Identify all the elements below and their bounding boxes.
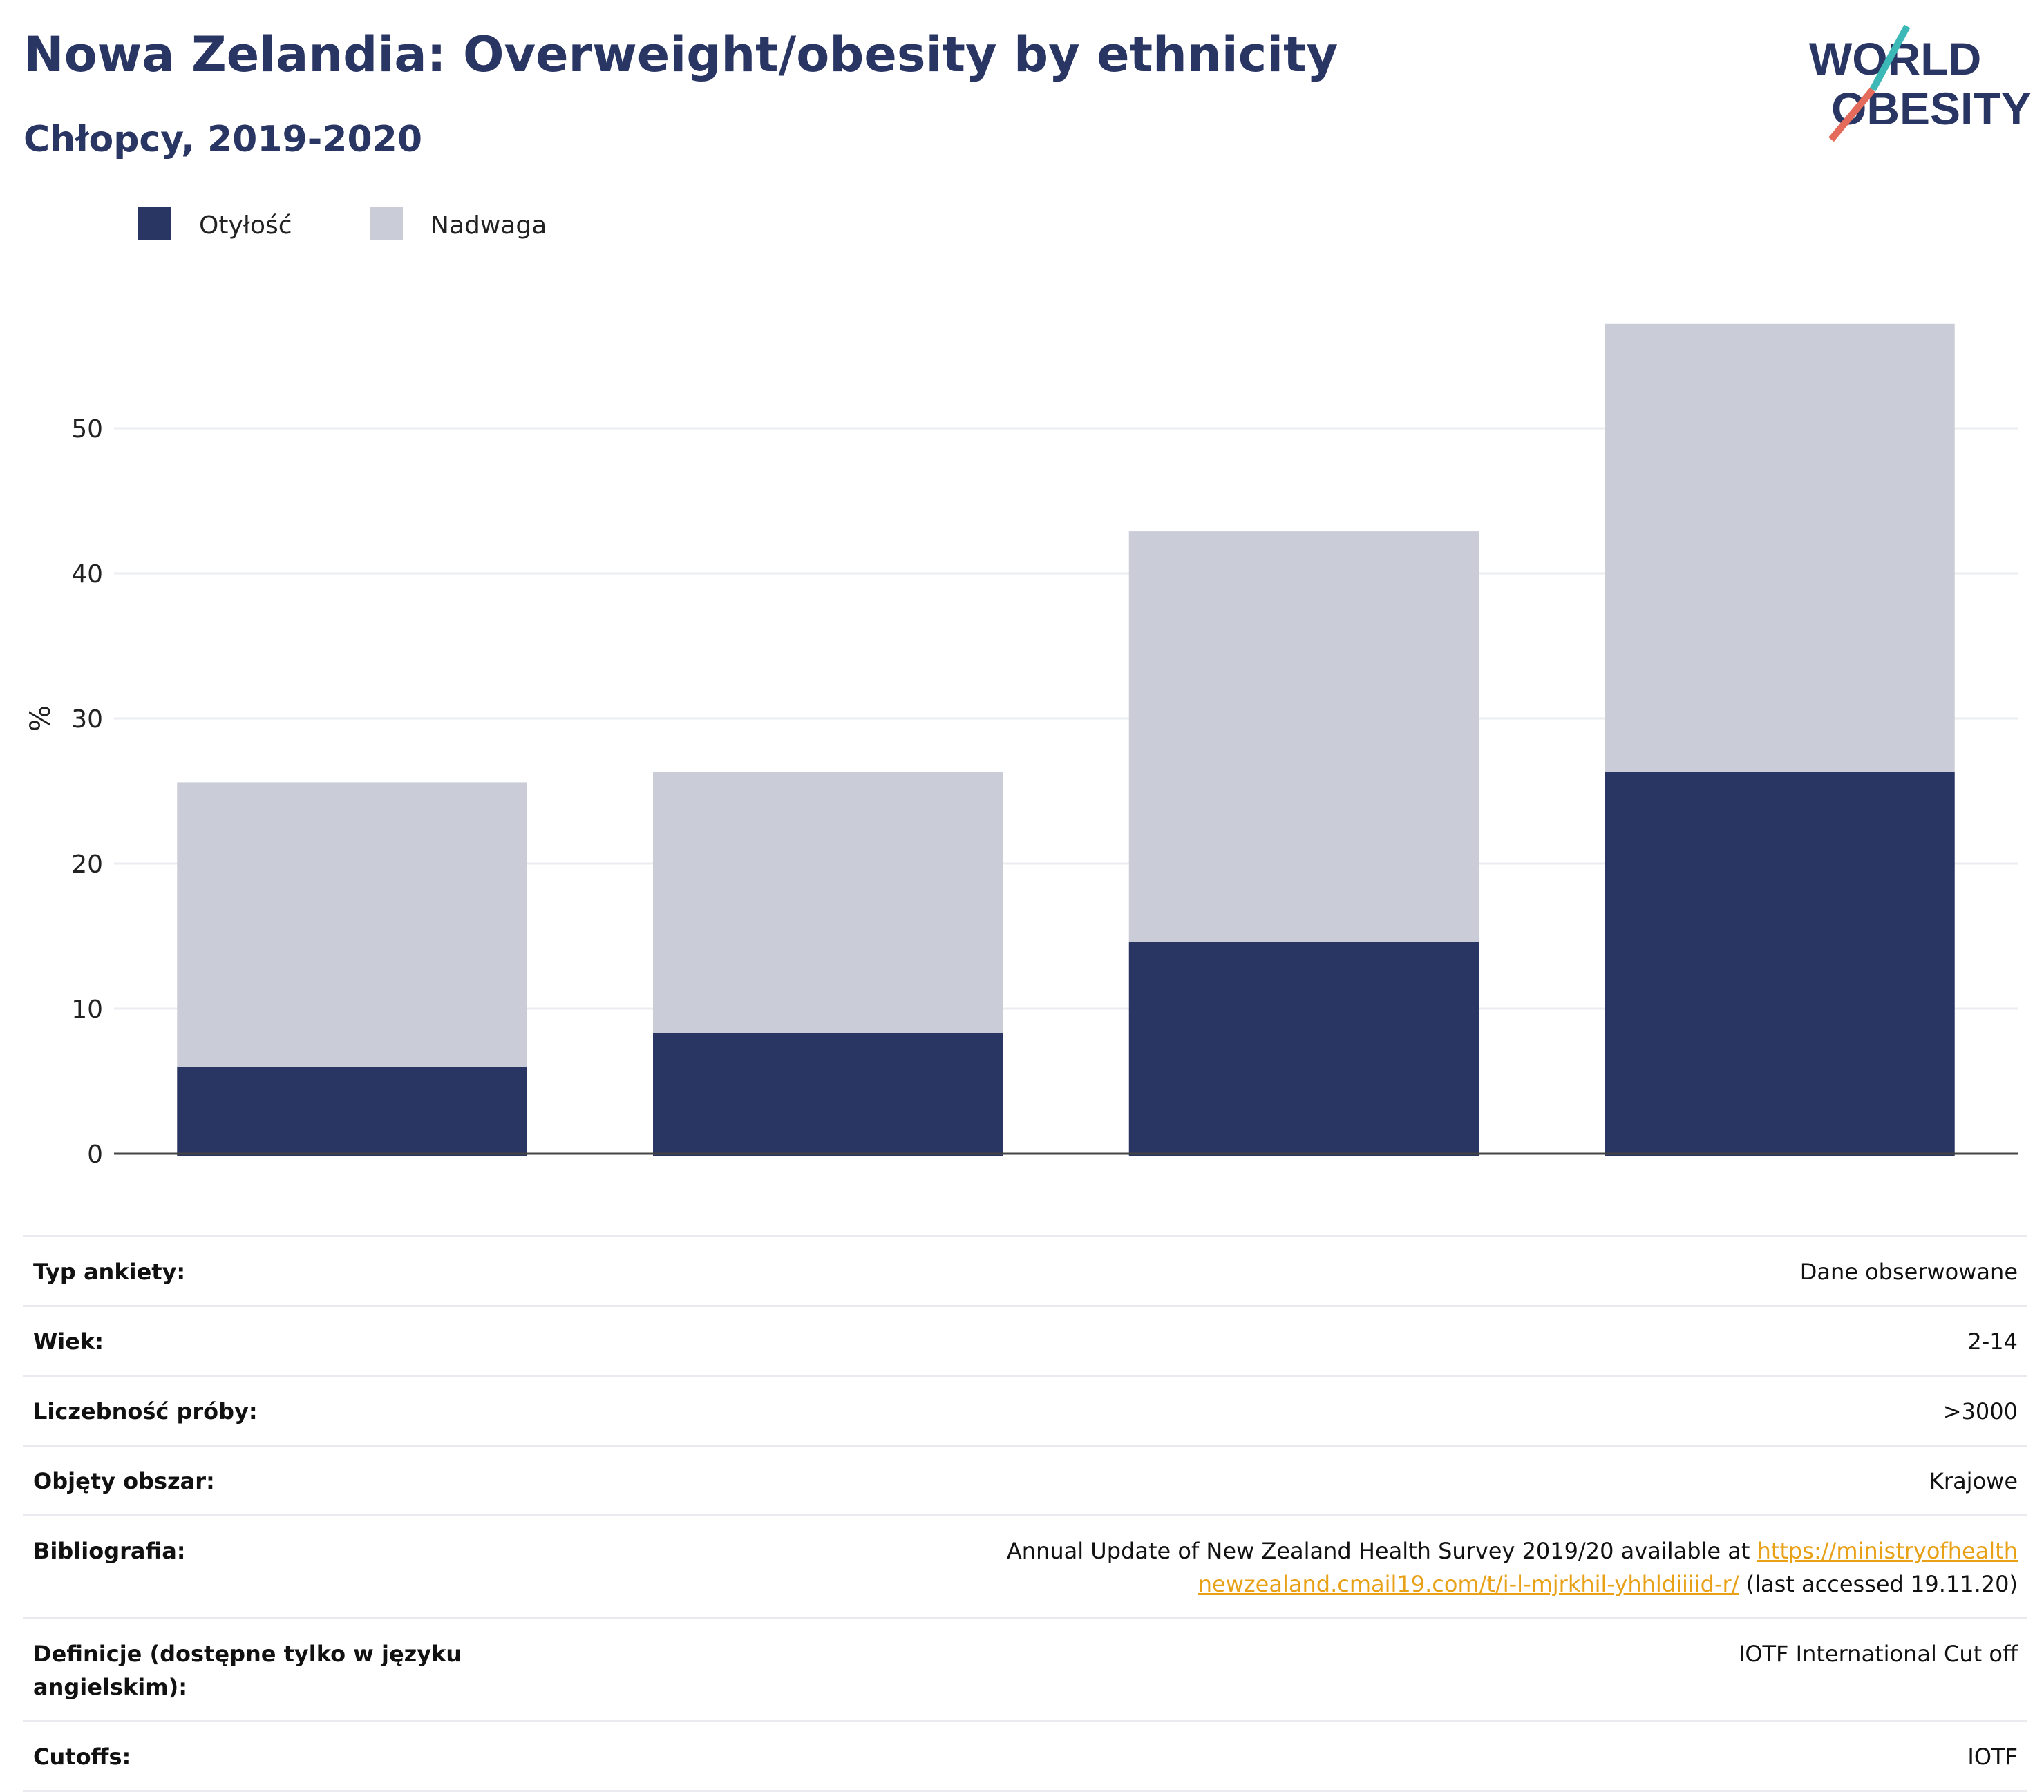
info-value: IOTF <box>1967 1744 2018 1770</box>
y-tick-label: 20 <box>71 850 103 879</box>
info-label: Definicje (dostępne tylko w języku angie… <box>33 1641 462 1700</box>
y-tick-label: 30 <box>71 705 103 734</box>
page-title: Nowa Zelandia: Overweight/obesity by eth… <box>23 26 1338 83</box>
info-label: Liczebność próby: <box>33 1398 258 1424</box>
bar-obesity <box>653 1033 1003 1156</box>
bar-obesity <box>1605 772 1955 1156</box>
page-subtitle: Chłopcy, 2019-2020 <box>23 119 423 160</box>
bar-chart: Otyłość Nadwaga 0 10 20 30 40 50% Azjaci Europea… <box>25 207 2033 1174</box>
bar-overweight <box>177 782 527 1067</box>
chart-bars <box>177 323 1955 1156</box>
logo-line-2: OBESITY <box>1831 83 2032 134</box>
x-tick-label: Maorysi <box>1253 1172 1355 1174</box>
logo-slash-coral <box>1828 87 1875 142</box>
info-label: Cutoffs: <box>33 1744 131 1770</box>
bar-obesity <box>177 1067 527 1156</box>
bibliography-accessed: (last accessed 19.11.20) <box>1739 1571 2018 1597</box>
bibliography-text: Annual Update of New Zealand Health Surv… <box>1006 1538 1757 1564</box>
info-row: Cutoffs: IOTF <box>23 1720 2027 1792</box>
legend-label: Nadwaga <box>430 211 547 240</box>
logo-slash-teal <box>1869 24 1911 92</box>
y-tick-label: 40 <box>71 560 103 589</box>
y-axis-label: % <box>25 705 57 732</box>
info-value: 2-14 <box>1967 1328 2018 1355</box>
bar-overweight <box>653 772 1003 1033</box>
bar-overweight <box>1128 531 1479 942</box>
x-tick-label: Rdzenni mieszkańcy Australii i Oceanii <box>1526 1172 2032 1174</box>
info-label: Bibliografia: <box>33 1538 186 1564</box>
x-tick-label: Azjaci <box>314 1172 390 1174</box>
info-row: Wiek: 2-14 <box>23 1305 2027 1375</box>
legend-swatch <box>138 207 171 240</box>
bar-obesity <box>1128 942 1479 1156</box>
info-value: Dane obserwowane <box>1799 1259 2018 1285</box>
x-tick-label: European/Other <box>723 1172 932 1174</box>
info-row: Typ ankiety: Dane obserwowane <box>23 1235 2027 1305</box>
page: Nowa Zelandia: Overweight/obesity by eth… <box>23 24 2033 1792</box>
info-value: IOTF International Cut off <box>1738 1641 2018 1667</box>
bibliography-value: Annual Update of New Zealand Health Surv… <box>475 1534 2018 1601</box>
bibliography-row: Bibliografia: Annual Update of New Zeala… <box>23 1514 2027 1617</box>
info-label: Objęty obszar: <box>33 1468 215 1494</box>
info-row: Definicje (dostępne tylko w języku angie… <box>23 1617 2027 1720</box>
logo-line-1: WORLD <box>1809 33 1981 84</box>
info-label: Wiek: <box>33 1328 104 1355</box>
y-tick-label: 0 <box>87 1141 103 1169</box>
info-row: Liczebność próby: >3000 <box>23 1375 2027 1445</box>
info-label: Typ ankiety: <box>33 1259 186 1285</box>
info-table: Typ ankiety: Dane obserwowane Wiek: 2-14… <box>23 1235 2027 1792</box>
y-tick-label: 10 <box>71 995 103 1024</box>
chart-legend: Otyłość Nadwaga <box>138 207 547 240</box>
info-row: Objęty obszar: Krajowe <box>23 1445 2027 1514</box>
bar-overweight <box>1605 323 1955 772</box>
legend-label: Otyłość <box>199 211 292 240</box>
world-obesity-logo: WORLD OBESITY <box>1809 24 2032 142</box>
y-tick-label: 50 <box>71 415 103 444</box>
info-value: Krajowe <box>1929 1468 2018 1494</box>
info-value: >3000 <box>1942 1398 2018 1424</box>
legend-swatch <box>370 207 403 240</box>
bibliography-link[interactable]: https://ministryofhealthnewzealand.cmail… <box>1198 1538 2018 1597</box>
chart-axes: 0 10 20 30 40 50% Azjaci European/Other Maorysi R… <box>25 415 2033 1174</box>
